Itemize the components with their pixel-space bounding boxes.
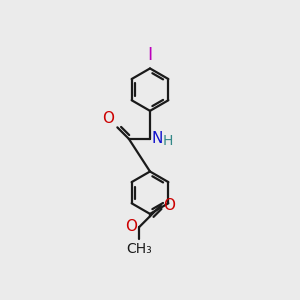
- Text: N: N: [152, 131, 163, 146]
- Text: H: H: [162, 134, 173, 148]
- Text: O: O: [102, 111, 114, 126]
- Text: I: I: [147, 46, 153, 64]
- Text: O: O: [163, 198, 175, 213]
- Text: CH₃: CH₃: [126, 242, 152, 256]
- Text: O: O: [125, 219, 137, 234]
